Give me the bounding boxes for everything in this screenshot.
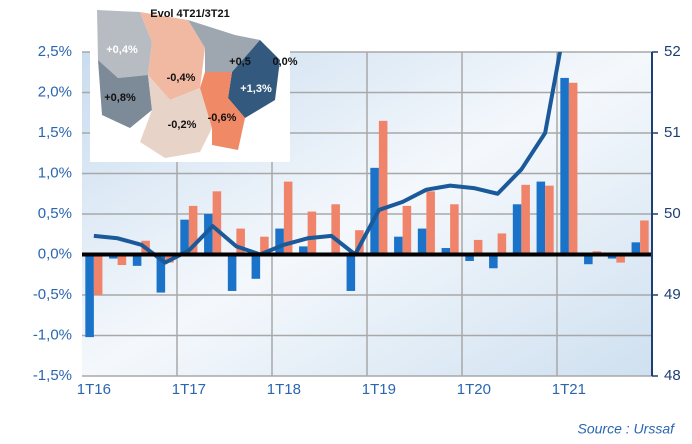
region — [97, 10, 152, 78]
region — [98, 60, 152, 128]
x-tick-label: 1T17 — [172, 381, 206, 398]
region — [140, 75, 212, 158]
region-label: +0,8% — [104, 92, 136, 104]
bar — [521, 184, 530, 255]
bar — [450, 204, 459, 255]
bar — [426, 191, 435, 255]
map-inset: Evol 4T21/3T21 +0,4% -0,4% +0,5 0,0% +0,… — [90, 0, 298, 162]
bar — [560, 77, 569, 255]
y2-tick-label: 52 — [664, 43, 681, 60]
region — [200, 72, 245, 150]
y2-tick-label: 50 — [664, 205, 681, 222]
y2-tick-label: 48 — [664, 367, 681, 384]
bar — [260, 236, 269, 255]
bar — [584, 254, 593, 265]
source: Source : Urssaf — [578, 421, 677, 437]
bar — [299, 246, 308, 255]
bar — [109, 254, 118, 259]
bar — [132, 254, 142, 266]
bar — [346, 254, 356, 291]
bar — [489, 254, 498, 269]
x-tick-label: 1T19 — [362, 381, 396, 398]
map-title: Evol 4T21/3T21 — [150, 8, 230, 20]
bar — [394, 236, 403, 255]
y-tick-label: 2,5% — [38, 43, 72, 60]
bar — [465, 254, 474, 261]
bar — [236, 228, 245, 255]
line — [93, 52, 563, 265]
bar — [180, 219, 189, 255]
y-tick-label: 0,5% — [38, 205, 72, 222]
region — [140, 12, 205, 100]
bar — [473, 239, 483, 255]
y-tick-label: 2,0% — [38, 83, 72, 100]
y-tick-label: 1,5% — [38, 124, 72, 141]
bar — [204, 214, 213, 255]
bar — [212, 191, 222, 255]
bar — [631, 242, 641, 255]
bar — [251, 254, 261, 279]
region — [228, 40, 280, 118]
region — [188, 20, 260, 72]
x-tick-label: 1T16 — [77, 381, 111, 398]
bar — [85, 254, 94, 338]
y-tick-label: 0,0% — [38, 245, 72, 262]
bar — [568, 82, 578, 255]
region-label: 0,0% — [272, 56, 297, 68]
bar — [607, 254, 617, 259]
bar — [378, 120, 388, 255]
bar — [497, 233, 507, 255]
bar — [283, 181, 293, 255]
bar — [117, 254, 127, 266]
y-tick-label: -1,5% — [33, 367, 72, 384]
x-tick-label: 1T21 — [552, 381, 586, 398]
bar — [441, 248, 451, 255]
bar — [545, 185, 554, 255]
region-label: -0,4% — [167, 72, 196, 84]
region-label: +0,4% — [106, 44, 138, 56]
bar — [188, 205, 198, 255]
bar — [370, 167, 379, 255]
y-tick-label: -1,0% — [33, 326, 72, 343]
bar — [331, 204, 340, 255]
bar — [93, 254, 103, 295]
bar — [402, 205, 412, 255]
bar — [512, 204, 522, 255]
x-tick-label: 1T18 — [267, 381, 301, 398]
y-tick-label: 1,0% — [38, 164, 72, 181]
y2-tick-label: 49 — [664, 286, 681, 303]
region-label: +1,3% — [240, 83, 272, 95]
x-tick-label: 1T20 — [457, 381, 491, 398]
y2-tick-label: 51 — [664, 124, 681, 141]
bar — [307, 211, 317, 255]
region-label: +0,5 — [229, 56, 251, 68]
bar — [616, 254, 625, 263]
region-label: -0,2% — [168, 119, 197, 131]
bar — [640, 220, 649, 255]
bar — [227, 254, 237, 291]
bar — [275, 228, 284, 255]
bar — [417, 228, 427, 255]
bar — [536, 181, 546, 255]
region-label: -0,6% — [208, 112, 237, 124]
bar — [156, 254, 166, 293]
y-tick-label: -0,5% — [33, 286, 72, 303]
